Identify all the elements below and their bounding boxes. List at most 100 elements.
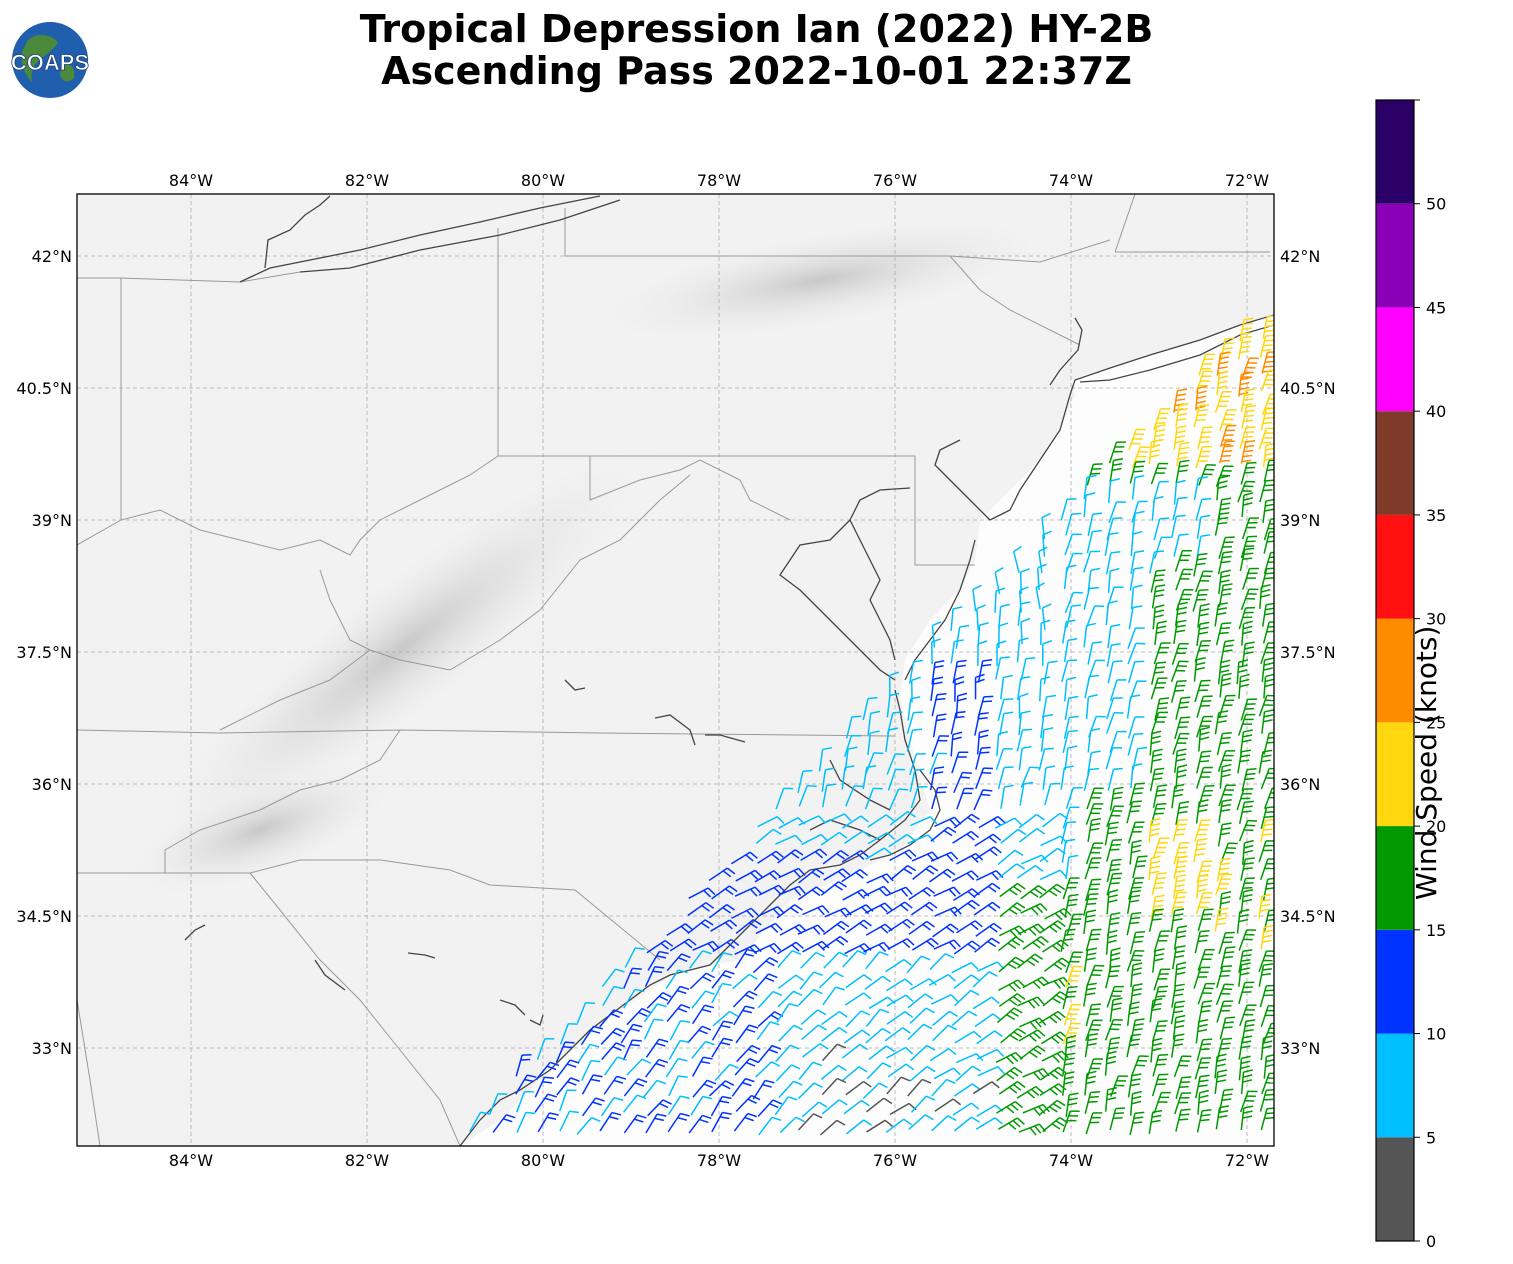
lon-label-bottom: 84°W [169,1151,213,1170]
wind-barb [841,1066,868,1082]
wind-barb [1017,953,1044,969]
wind-barb [1153,407,1171,431]
wind-barb [1131,474,1145,500]
wind-barb [1105,550,1121,575]
wind-barb [1262,1022,1274,1045]
wind-barb [1258,427,1274,450]
wind-barb [1214,602,1228,627]
wind-barb [1084,878,1102,902]
wind-barb [623,988,645,1009]
wind-barb [1240,588,1259,611]
wind-barb [1216,965,1233,988]
wind-barb [1198,726,1210,752]
colorbar-band [1376,722,1414,827]
wind-barb [1238,981,1255,1005]
wind-barb [1214,391,1232,414]
wind-barb [647,1099,672,1117]
wind-barb [1175,801,1190,825]
wind-barb [1065,951,1083,974]
wind-barb [973,901,1001,916]
wind-barb [932,713,947,738]
wind-barb [1175,1108,1191,1132]
wind-barb [906,955,931,974]
wind-barb [974,833,1002,847]
wind-barb [1214,512,1230,536]
wind-barb [1062,985,1078,1010]
wind-barb [994,587,1006,613]
wind-barb [1260,806,1274,830]
wind-barb [1150,569,1166,593]
wind-barb [866,1097,893,1113]
wind-barb [1018,1123,1046,1136]
wind-barb [910,1095,936,1113]
wind-barb [1153,642,1171,665]
wind-barb [1216,475,1229,501]
wind-barb [757,1044,782,1064]
wind-barb [930,676,944,702]
wind-barb [800,951,825,969]
wind-barb [1022,976,1050,989]
wind-barb [1109,458,1124,483]
wind-barb [599,1111,622,1132]
wind-barb [865,951,889,970]
wind-barb [1131,510,1145,536]
wind-barb [1238,371,1251,397]
wind-barb [932,923,959,938]
wind-barb [953,940,981,955]
wind-barb [1109,730,1127,753]
wind-barb [1039,1083,1067,1097]
wind-barb [908,886,936,901]
wind-barb [951,962,979,974]
lon-label-top: 82°W [345,171,389,190]
wind-barb [1194,1057,1211,1080]
wind-barb [802,905,830,916]
wind-barb [778,1080,803,1099]
wind-barb [711,1111,732,1133]
wind-barb [1039,920,1066,934]
wind-barb [1107,567,1120,593]
wind-barb [736,1044,761,1063]
wind-barb [1174,716,1191,740]
wind-barb [1153,517,1170,541]
wind-barb [1106,643,1121,667]
wind-barb [1130,962,1143,988]
wind-barb [668,1039,690,1060]
wind-barb [1016,637,1029,663]
wind-barb [577,1043,600,1064]
wind-barb [1170,1033,1185,1058]
wind-barb [1129,1090,1142,1116]
wind-barb [733,1005,755,1026]
wind-barb [933,1067,961,1080]
wind-barb [1040,727,1054,752]
wind-barb [669,1019,691,1041]
wind-barb [1148,817,1161,843]
wind-barb [1260,924,1274,950]
wind-barb [1219,672,1232,698]
wind-barb [865,1027,891,1044]
wind-barb [735,869,763,882]
wind-barb [907,696,921,721]
wind-barb [1063,676,1077,702]
lat-label-right: 33°N [1280,1039,1320,1058]
wind-barb [1150,677,1168,700]
wind-barb [1238,1035,1253,1060]
wind-barb [1217,659,1231,685]
wind-barb [1241,517,1259,540]
wind-barb [1196,873,1209,899]
wind-barb [1195,385,1208,411]
wind-barb [1065,512,1082,536]
wind-barb [1195,1018,1209,1044]
wind-barb [1151,711,1168,734]
wind-barb [711,970,735,989]
wind-barb [1043,660,1058,685]
wind-barb [846,1119,873,1135]
wind-barb [1086,463,1103,486]
wind-barb [1083,586,1099,610]
wind-barb [976,729,989,755]
wind-barb [820,831,848,846]
wind-barb [974,712,989,736]
wind-barb [977,640,988,666]
wind-barb [1106,985,1124,1008]
wind-barb [909,978,937,991]
wind-barb [1238,962,1251,987]
